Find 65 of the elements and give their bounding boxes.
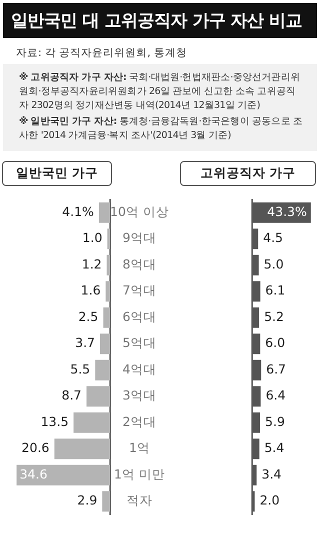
y-tick-label: 3억대 (122, 388, 156, 403)
bar (107, 228, 110, 250)
bar (252, 438, 260, 460)
data-label: 8.7 (62, 388, 82, 403)
text: 자료: 각 공직자윤리위원회, 통계청 (15, 46, 188, 61)
text: ※ 고위공직자 가구 자산: 국회·대법원·헌법재판소·중앙선거관리위원회·정부공직자윤리위원회가 26일 관보에 신고한 소속 고위공직자 2302명의 정기재산변동 내역(2014년 12월31일 기준) (19, 71, 302, 113)
bar (252, 307, 260, 328)
data-label: 34.6 (20, 466, 48, 482)
data-label: 1.6 (80, 282, 101, 298)
data-label: 13.5 (40, 414, 69, 429)
data-label: 1.0 (82, 230, 102, 246)
y-tick-label: 8억대 (122, 256, 156, 272)
bar (86, 386, 110, 407)
data-label: 5.5 (70, 361, 90, 376)
data-label: 3.4 (262, 466, 282, 482)
bar (252, 334, 260, 354)
bar (102, 491, 110, 512)
y-tick-label: 2억대 (122, 414, 156, 429)
data-label: 43.3% (267, 204, 307, 219)
data-label: 2.9 (77, 492, 98, 508)
bar (106, 254, 110, 276)
data-label: 6.7 (266, 361, 286, 376)
data-label: 4.5 (263, 230, 284, 246)
y-tick-label: 5억대 (122, 335, 156, 350)
data-label: 6.4 (266, 388, 286, 403)
data-label: 6.0 (265, 335, 286, 350)
bar (54, 438, 110, 460)
data-label: 1.2 (82, 256, 102, 272)
data-label: 5.4 (264, 440, 284, 456)
y-tick-label: 적자 (126, 492, 152, 508)
bar (252, 254, 259, 276)
data-label: 4.1% (62, 204, 94, 219)
bar (252, 281, 260, 302)
data-label: 2.5 (78, 308, 98, 324)
bar (100, 334, 110, 354)
y-tick-label: 9억대 (122, 230, 156, 246)
data-label: 6.1 (265, 282, 286, 298)
data-label: 5.0 (264, 256, 284, 272)
chart-subtitle: 일반국민 가구 (2, 161, 112, 186)
y-tick-label: 4억대 (122, 361, 156, 376)
data-label: 5.9 (265, 414, 285, 429)
bar (103, 307, 110, 328)
bar (252, 464, 257, 486)
bar (252, 412, 260, 433)
bar (252, 228, 258, 250)
bar (95, 360, 110, 380)
data-label: 5.2 (264, 308, 284, 324)
bar (16, 464, 110, 486)
y-tick-label: 6억대 (122, 308, 156, 324)
data-label: 3.7 (75, 335, 96, 350)
text: ※ 일반국민 가구 자산: 통계청·금융감독원·한국은행이 공동으로 조사한 '2014 가계금융·복지 조사'(2014년 3월 기준) (19, 115, 304, 143)
chart-subtitle: 고위공직자 가구 (180, 161, 316, 186)
bar (74, 412, 110, 433)
y-tick-label: 10억 이상 (110, 204, 169, 219)
bar (106, 281, 110, 302)
bar (98, 202, 110, 223)
y-tick-label: 1억 미만 (114, 466, 165, 482)
data-label: 20.6 (22, 440, 50, 456)
y-tick-label: 7억대 (122, 282, 156, 298)
y-tick-label: 1억 (128, 440, 150, 456)
bar (252, 491, 255, 512)
bar (252, 360, 262, 380)
bar (252, 386, 261, 407)
text: 일반국민 대 고위공직자 가구 자산 비교 (3, 3, 317, 38)
data-label: 2.0 (260, 492, 280, 508)
